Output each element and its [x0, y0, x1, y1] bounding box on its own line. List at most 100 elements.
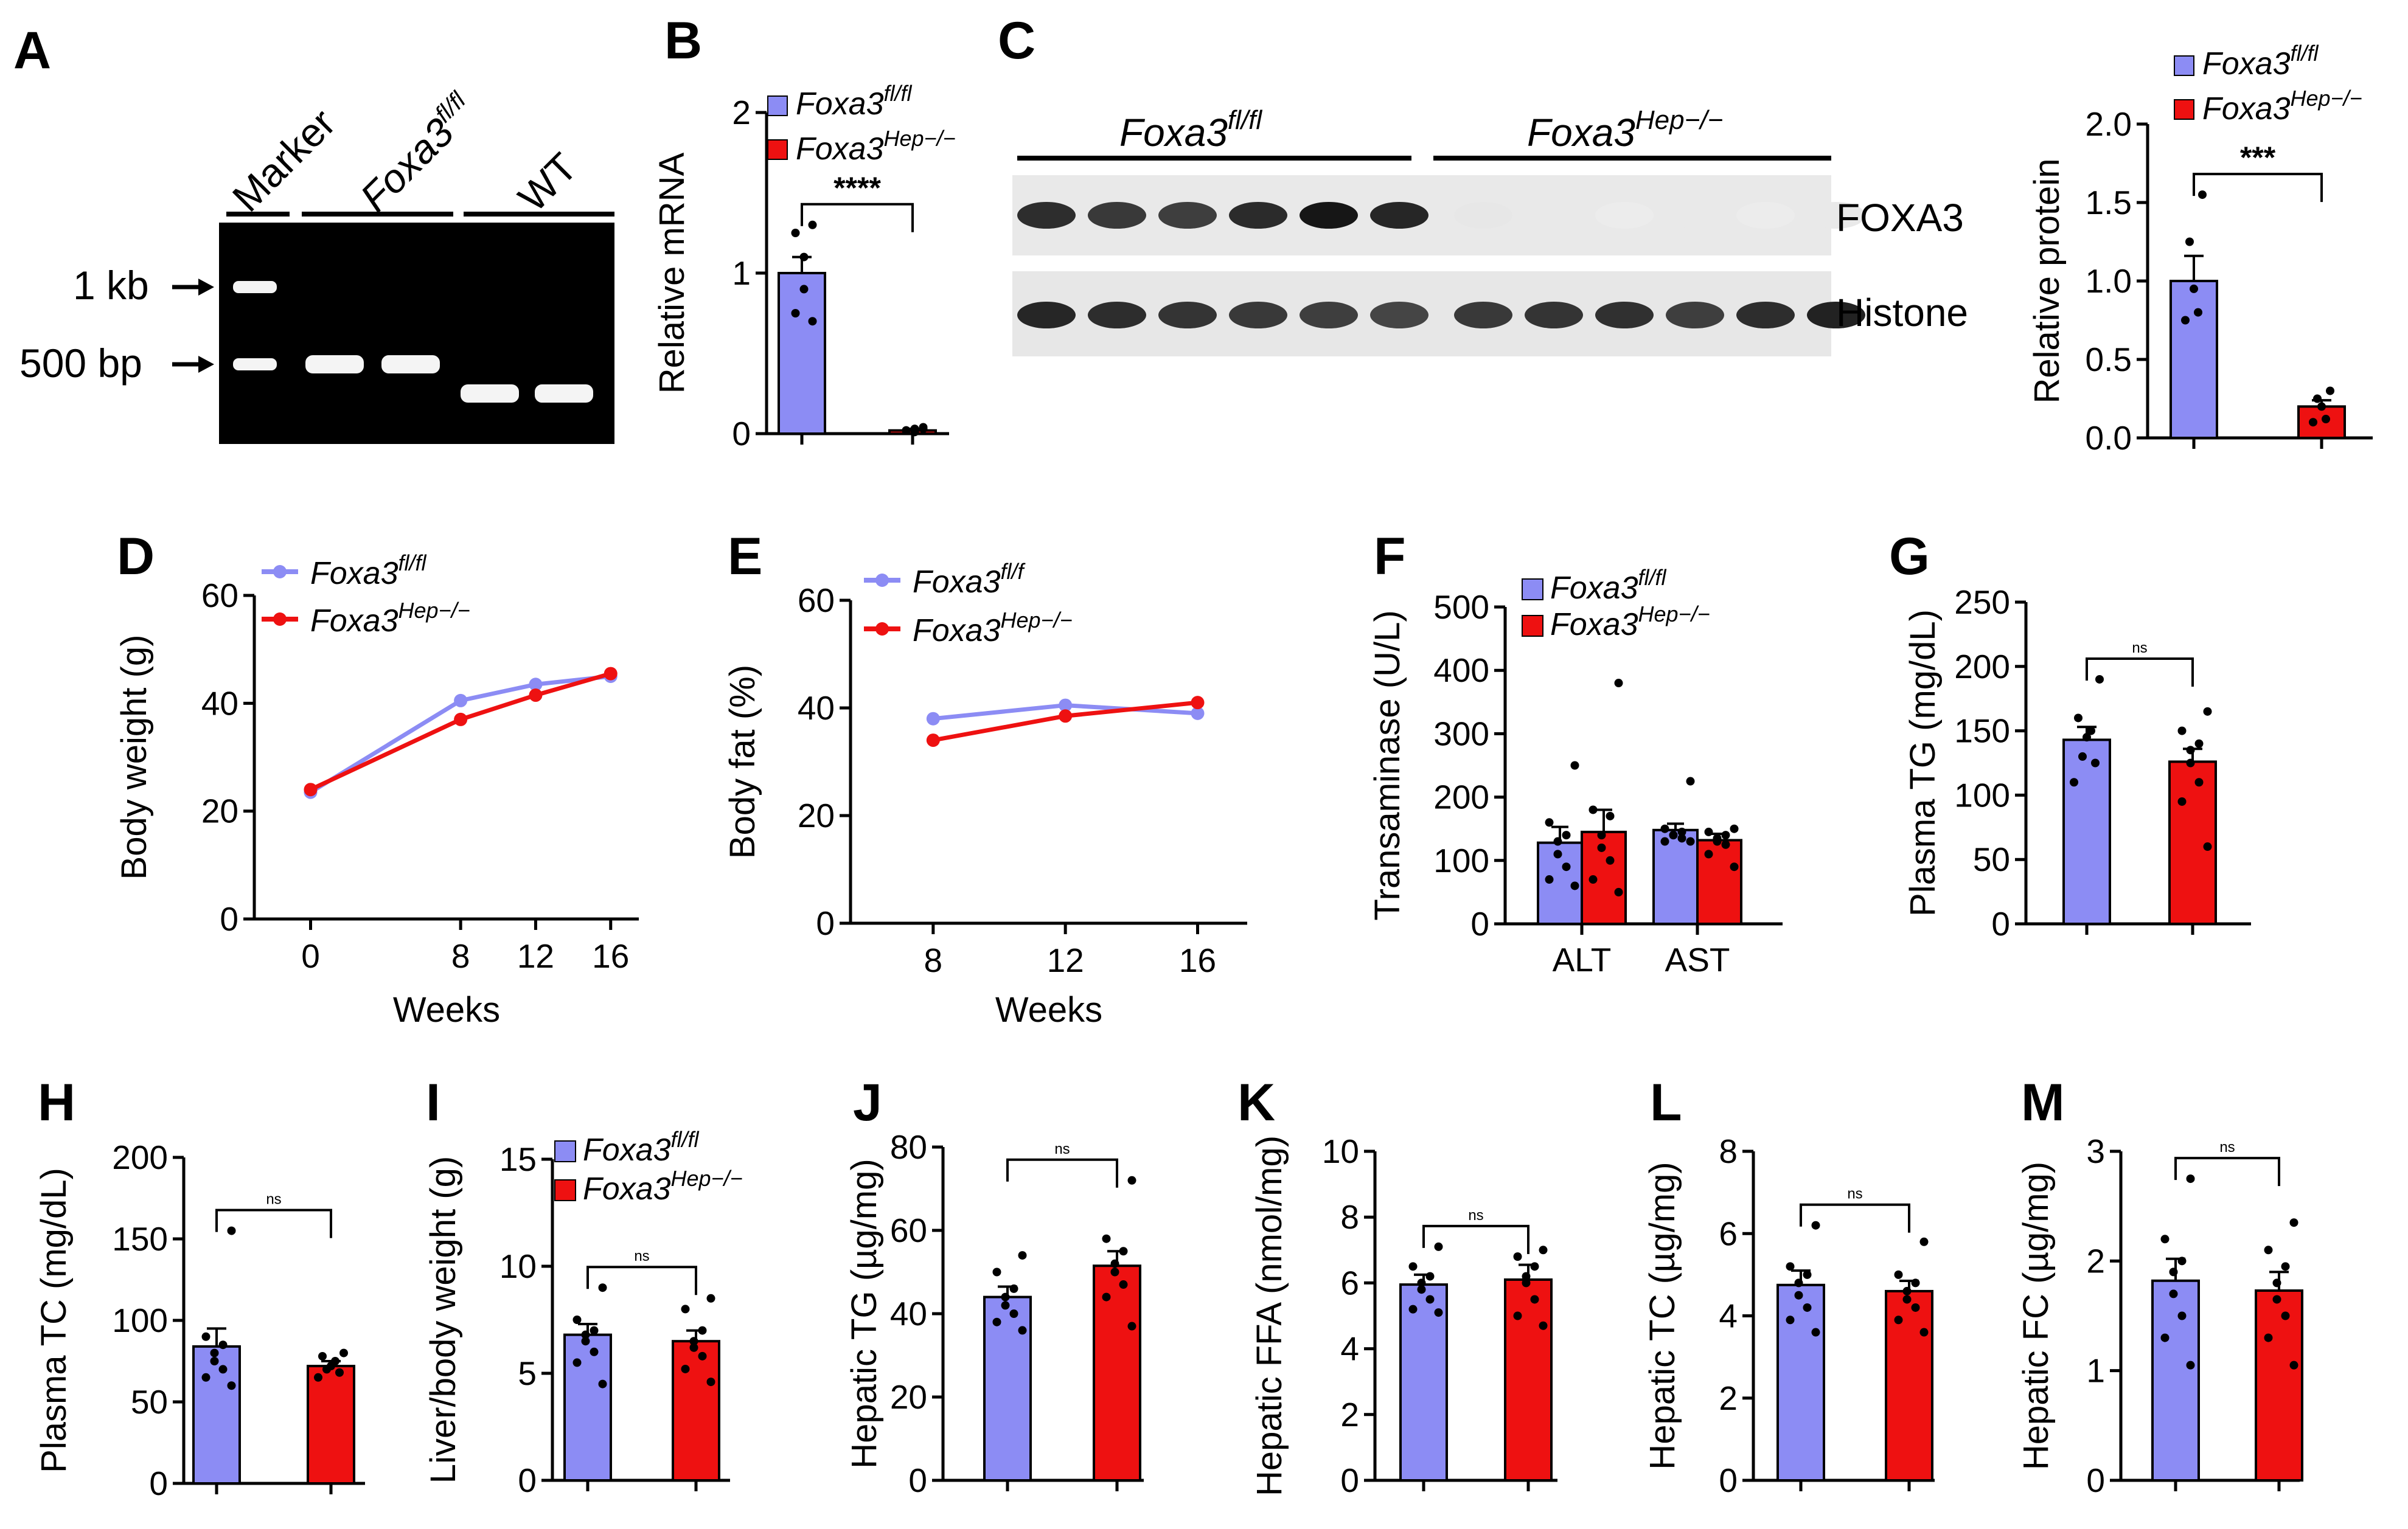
- significance-bracket: [1800, 1203, 1910, 1233]
- blot-group1-label: Foxa3fl/fl: [1119, 105, 1262, 154]
- significance-bracket: [2086, 657, 2194, 687]
- series-point-hep: [1059, 709, 1073, 723]
- legend-f-swatch-flfl: [1522, 578, 1543, 600]
- legend-e-marker-flf: [875, 574, 889, 587]
- data-point: [1539, 1321, 1548, 1330]
- data-point: [1704, 850, 1713, 859]
- y-axis-title: Plasma TC (mg/dL): [34, 1168, 74, 1473]
- data-point: [2203, 842, 2212, 851]
- data-point: [218, 1340, 228, 1350]
- legend-f-flfl: Foxa3fl/fl: [1550, 565, 1667, 606]
- data-point: [1677, 827, 1686, 836]
- legend-d-flfl-sup: fl/fl: [398, 550, 427, 575]
- blot-group1-sup: fl/fl: [1228, 105, 1262, 135]
- legend-d: Foxa3fl/fl Foxa3Hep−/−: [262, 550, 470, 639]
- data-point: [2281, 1311, 2290, 1320]
- x-tick-label: 16: [592, 937, 629, 975]
- data-point: [2289, 1361, 2298, 1370]
- legend-c-hep-text: Foxa3: [2202, 91, 2291, 127]
- legend-e-flf-sup: fl/f: [1001, 559, 1026, 584]
- data-point: [1570, 761, 1579, 770]
- significance-label: ns: [634, 1248, 649, 1264]
- blot-band: [1088, 202, 1146, 229]
- legend-i-flfl-sup: fl/fl: [671, 1127, 700, 1152]
- data-point: [1018, 1251, 1027, 1260]
- x-tick-label: 12: [517, 937, 554, 975]
- data-point: [2313, 394, 2322, 403]
- blot-band: [1807, 302, 1865, 328]
- data-point: [1417, 1285, 1426, 1294]
- data-point: [1522, 1272, 1531, 1281]
- y-tick-label: 0: [908, 1461, 927, 1499]
- legend-i-hep-text: Foxa3: [583, 1171, 671, 1207]
- data-point: [1730, 862, 1739, 872]
- data-point: [992, 1317, 1001, 1326]
- gel-lane-wt-label: WT: [510, 144, 586, 220]
- panel-label-l: L: [1650, 1073, 1682, 1132]
- data-point: [590, 1326, 599, 1335]
- data-point: [2177, 1311, 2187, 1320]
- bar-hep: [1885, 1289, 1933, 1482]
- bar-flfl: [983, 1295, 1032, 1482]
- y-tick-label: 50: [131, 1383, 168, 1421]
- legend-b-hep: Foxa3Hep−/−: [796, 126, 956, 167]
- y-tick-label: 1.0: [2086, 262, 2132, 300]
- blot-band: [1158, 202, 1217, 229]
- data-point: [2181, 316, 2190, 325]
- data-point: [1660, 837, 1669, 846]
- data-point: [335, 1368, 344, 1377]
- blot-group1-text: Foxa3: [1119, 111, 1228, 154]
- x-tick-label: 16: [1179, 941, 1216, 979]
- data-point: [910, 428, 919, 437]
- y-axis-title: Liver/body weight (g): [423, 1156, 463, 1483]
- data-point: [808, 220, 817, 229]
- chart-body-weight: 0 20 40 60 Body weight (g) 0 8 12 16 Weeks: [114, 577, 639, 1030]
- data-point: [1911, 1278, 1920, 1288]
- data-point: [1425, 1295, 1435, 1304]
- data-point: [1606, 811, 1615, 820]
- chart-relative-protein: 0.0 0.5 1.0 1.5 2.0 Relative protein ***: [2027, 105, 2373, 457]
- significance-label: ns: [1847, 1186, 1862, 1202]
- gel-band-wt-1: [461, 384, 519, 403]
- gel-panel: Marker Foxa3fl/fl WT 1 kb 500 bp: [19, 86, 614, 444]
- legend-f-flfl-sup: fl/fl: [1638, 565, 1667, 590]
- gel-lane-marker-label: Marker: [224, 100, 344, 220]
- data-point: [1730, 824, 1739, 833]
- legend-e-marker-hep: [875, 622, 889, 636]
- gel-foxa3-text: Foxa3: [352, 109, 462, 220]
- legend-d-hep: Foxa3Hep−/−: [310, 598, 470, 639]
- data-point: [2186, 746, 2195, 755]
- data-point: [2194, 739, 2204, 748]
- data-point: [2264, 1333, 2273, 1342]
- data-point: [2177, 1257, 2187, 1266]
- bar-hep: [307, 1365, 355, 1485]
- legend-b-hep-text: Foxa3: [796, 131, 884, 167]
- legend-e-hep-text: Foxa3: [913, 613, 1001, 648]
- legend-i-hep: Foxa3Hep−/−: [583, 1166, 743, 1207]
- data-point: [1660, 824, 1669, 833]
- legend-d-flfl: Foxa3fl/fl: [310, 550, 427, 591]
- y-tick-label: 500: [1433, 588, 1489, 626]
- y-tick-label: 6: [1719, 1215, 1738, 1252]
- data-point: [2194, 778, 2204, 787]
- y-axis-title: Relative protein: [2027, 159, 2067, 404]
- data-point: [1522, 1278, 1531, 1288]
- significance-bracket: [2174, 1157, 2280, 1187]
- data-point: [681, 1364, 690, 1373]
- data-point: [1001, 1301, 1010, 1310]
- data-point: [698, 1351, 707, 1361]
- blot-band: [1370, 202, 1428, 229]
- data-point: [698, 1326, 707, 1335]
- data-point: [1110, 1259, 1119, 1268]
- x-axis-title: Weeks: [393, 990, 500, 1030]
- y-tick-label: 60: [201, 577, 238, 614]
- bar-flfl: [563, 1333, 612, 1482]
- data-point: [799, 285, 809, 294]
- series-point-hep: [529, 688, 543, 702]
- data-point: [1110, 1267, 1119, 1277]
- data-point: [2326, 386, 2334, 395]
- legend-c: Foxa3fl/fl Foxa3Hep−/−: [2174, 41, 2362, 127]
- significance-bracket: [1006, 1158, 1118, 1188]
- bar-flfl: [192, 1345, 241, 1485]
- data-point: [1721, 831, 1730, 840]
